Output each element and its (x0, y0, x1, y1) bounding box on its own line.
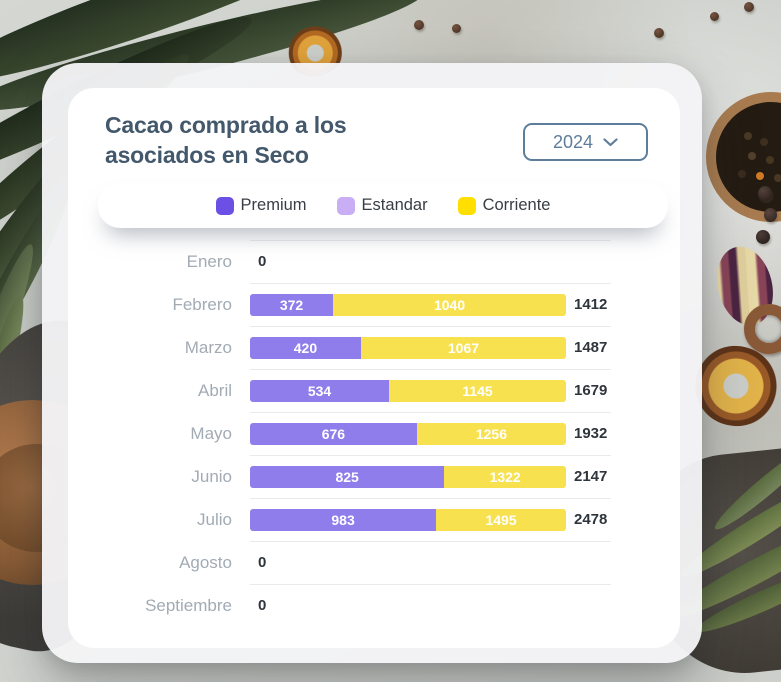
month-label: Agosto (179, 552, 232, 572)
chart-legend: Premium Estandar Corriente (98, 183, 668, 228)
month-label: Abril (197, 380, 232, 400)
table-row: Septiembre 0 (68, 584, 680, 627)
legend-label: Premium (240, 196, 307, 214)
legend-item-estandar: Estandar (336, 196, 428, 215)
bar-segment-corriente: 1040 (333, 293, 566, 316)
table-row: Abril 534 1145 1679 (68, 369, 680, 412)
row-total: 0 (258, 253, 267, 270)
bar-segment-corriente: 1145 (389, 379, 566, 402)
month-label: Septiembre (145, 595, 232, 615)
legend-item-corriente: Corriente (457, 196, 551, 215)
beans-in-bowl (744, 132, 752, 140)
row-total: 0 (258, 597, 267, 614)
cacao-bean (744, 2, 754, 12)
cacao-bean (414, 20, 424, 30)
year-dropdown-value: 2024 (552, 131, 594, 152)
chart-rows: Enero 0 Febrero 372 1040 1412 (68, 240, 680, 627)
cacao-bean (756, 230, 770, 244)
chevron-down-icon (603, 137, 618, 146)
legend-label: Estandar (361, 196, 428, 214)
bean-bowl (706, 92, 781, 222)
wooden-ring (744, 304, 781, 354)
segment-value: 1256 (475, 425, 507, 442)
bar-area: 0 (250, 554, 630, 571)
segment-value: 983 (331, 511, 355, 528)
month-label: Febrero (172, 294, 232, 314)
table-row: Febrero 372 1040 1412 (68, 283, 680, 326)
segment-value: 676 (321, 425, 346, 442)
bar-area: 983 1495 2478 (250, 508, 630, 531)
table-row: Agosto 0 (68, 541, 680, 584)
bar-segment-corriente: 1495 (436, 508, 566, 531)
stacked-bar[interactable]: 983 1495 (250, 508, 566, 531)
legend-label: Corriente (482, 196, 551, 214)
bar-segment-premium: 420 (250, 336, 361, 359)
page-title: Cacao comprado a los asociados en Seco (105, 112, 347, 169)
cacao-bean (452, 24, 461, 33)
row-total: 1412 (574, 296, 608, 313)
table-row: Marzo 420 1067 1487 (68, 326, 680, 369)
chart-card: Cacao comprado a los asociados en Seco 2… (68, 88, 680, 648)
stacked-bar[interactable]: 676 1256 (250, 422, 566, 445)
segment-value: 1322 (489, 468, 521, 485)
bar-segment-premium: 983 (250, 508, 437, 531)
premium-swatch-icon (215, 196, 234, 215)
cacao-bean (710, 12, 719, 21)
legend-item-premium: Premium (215, 196, 307, 215)
segment-value: 1145 (462, 382, 493, 399)
table-row: Mayo 676 1256 1932 (68, 412, 680, 455)
month-label: Marzo (184, 337, 232, 357)
bar-segment-corriente: 1322 (444, 465, 566, 488)
segment-value: 1067 (447, 339, 480, 356)
year-dropdown[interactable]: 2024 (523, 123, 648, 161)
segment-value: 825 (335, 468, 359, 485)
row-total: 1932 (574, 425, 608, 442)
month-label: Julio (197, 509, 232, 529)
stacked-bar[interactable]: 534 1145 (250, 379, 566, 402)
bar-area: 420 1067 1487 (250, 336, 630, 359)
bar-segment-premium: 676 (250, 422, 417, 445)
row-total: 2147 (574, 468, 608, 485)
bar-segment-premium: 825 (250, 465, 445, 488)
stacked-bar[interactable]: 825 1322 (250, 465, 566, 488)
table-row: Enero 0 (68, 240, 680, 283)
table-row: Julio 983 1495 2478 (68, 498, 680, 541)
bar-area: 825 1322 2147 (250, 465, 630, 488)
row-total: 1487 (574, 339, 608, 356)
bar-area: 534 1145 1679 (250, 379, 630, 402)
stacked-bar[interactable]: 420 1067 (250, 336, 566, 359)
table-row: Junio 825 1322 2147 (68, 455, 680, 498)
row-total: 2478 (574, 511, 608, 528)
month-label: Junio (191, 466, 232, 486)
bar-area: 0 (250, 597, 630, 614)
segment-value: 372 (279, 296, 304, 313)
segment-value: 534 (307, 382, 332, 399)
bar-area: 676 1256 1932 (250, 422, 630, 445)
segment-value: 1495 (485, 511, 517, 528)
month-label: Mayo (190, 423, 232, 443)
stacked-bar[interactable]: 372 1040 (250, 293, 566, 316)
bar-segment-premium: 372 (250, 293, 334, 316)
row-total: 0 (258, 554, 267, 571)
chart-card-frame: Cacao comprado a los asociados en Seco 2… (42, 63, 702, 663)
segment-value: 420 (293, 339, 318, 356)
bar-area: 0 (250, 253, 630, 270)
segment-value: 1040 (433, 296, 466, 313)
cacao-bean (758, 186, 772, 201)
estandar-swatch-icon (336, 196, 355, 215)
cacao-bean (764, 208, 777, 222)
cacao-bean (654, 28, 664, 38)
month-label: Enero (186, 251, 232, 271)
bar-segment-corriente: 1256 (416, 422, 566, 445)
corriente-swatch-icon (457, 196, 476, 215)
row-total: 1679 (574, 382, 608, 399)
bar-area: 372 1040 1412 (250, 293, 630, 316)
bar-segment-premium: 534 (250, 379, 390, 402)
bar-segment-corriente: 1067 (360, 336, 566, 359)
